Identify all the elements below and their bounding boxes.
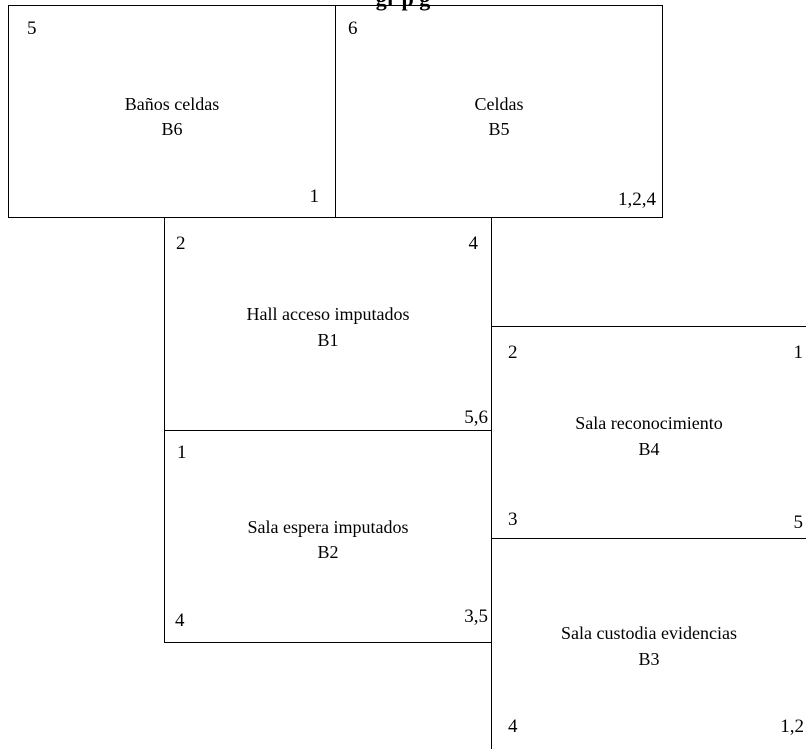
room-b2-mark-bottom-left: 4 [175, 610, 185, 631]
room-b2-name: Sala espera imputados [247, 517, 409, 537]
room-b6: 5 Baños celdas B6 1 [8, 5, 336, 218]
room-b4-name: Sala reconocimiento [575, 413, 723, 433]
room-b4-code: B4 [638, 439, 660, 459]
room-b1-code: B1 [317, 330, 339, 350]
room-b5-mark-bottom-right: 1,2,4 [618, 189, 656, 210]
room-b5-mark-top-left: 6 [348, 18, 358, 39]
room-b2-mark-top-left: 1 [177, 442, 187, 463]
room-b6-name: Baños celdas [124, 94, 220, 114]
room-b3-code: B3 [638, 649, 660, 669]
room-b1: 2 4 Hall acceso imputados B1 5,6 [164, 217, 492, 431]
room-b4-mark-top-left: 2 [508, 342, 518, 363]
room-b2: 1 Sala espera imputados B2 4 3,5 [164, 430, 492, 643]
room-b1-mark-bottom-right: 5,6 [464, 407, 488, 428]
room-b4-mark-bottom-left: 3 [508, 509, 518, 530]
room-b2-code: B2 [317, 542, 339, 562]
room-b6-mark-top-left: 5 [27, 18, 37, 39]
room-b6-code: B6 [161, 119, 183, 139]
room-b3-mark-bottom-right: 1,2 [780, 716, 804, 737]
room-b6-mark-bottom-right: 1 [309, 186, 320, 207]
room-b1-mark-top-left: 2 [176, 233, 186, 254]
room-b2-mark-bottom-right: 3,5 [464, 606, 488, 627]
room-b1-mark-top-right: 4 [468, 233, 479, 254]
room-b5-name: Celdas [474, 94, 524, 114]
room-b3-mark-bottom-left: 4 [508, 716, 518, 737]
room-b4-mark-top-right: 1 [793, 342, 804, 363]
room-b4-mark-bottom-right: 5 [793, 512, 804, 533]
room-b5-code: B5 [488, 119, 510, 139]
room-b1-name: Hall acceso imputados [246, 304, 410, 324]
room-b4: 2 1 Sala reconocimiento B4 3 5 [491, 326, 806, 539]
room-b5: 6 Celdas B5 1,2,4 [335, 5, 663, 218]
room-b3: Sala custodia evidencias B3 4 1,2 [491, 538, 806, 749]
room-b3-name: Sala custodia evidencias [561, 623, 737, 643]
